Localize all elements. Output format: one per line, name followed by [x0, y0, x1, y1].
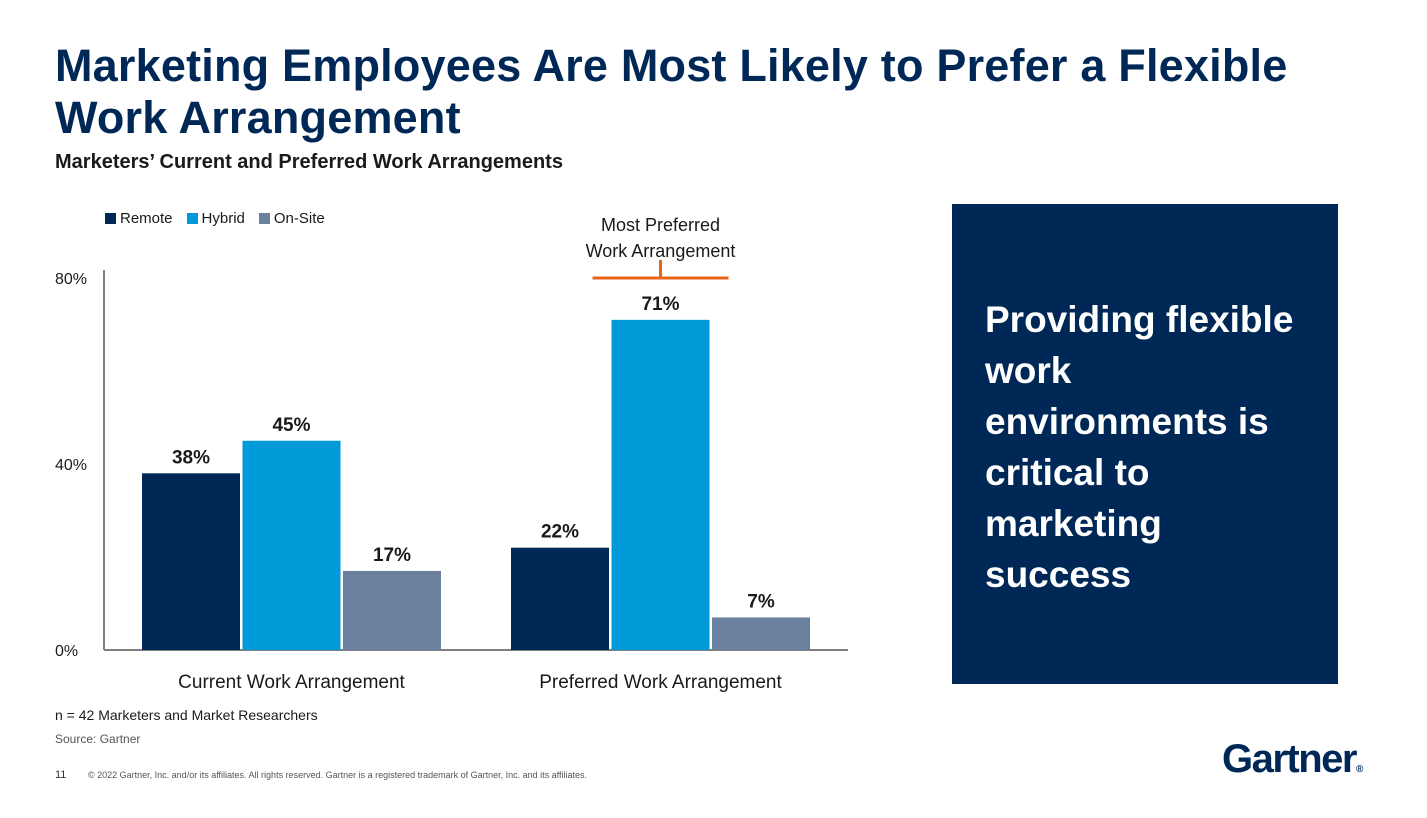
legend-swatch-hybrid: [186, 213, 198, 224]
legend-item-hybrid: Hybrid: [186, 210, 245, 227]
copyright-notice: © 2022 Gartner, Inc. and/or its affiliat…: [88, 770, 588, 780]
callout-text: Providing flexible work environments is …: [985, 299, 1294, 595]
chart-subtitle: Marketers’ Current and Preferred Work Ar…: [55, 151, 563, 173]
bar-chart: 0% 40% 80% 38% 45% 17% Current Work Arrangemen…: [55, 215, 848, 693]
bar-hybrid-preferred: [611, 319, 710, 650]
legend-swatch-onsite: [258, 213, 270, 224]
y-tick-label: 0%: [55, 643, 78, 660]
data-label: 7%: [747, 591, 775, 612]
legend-item-remote: Remote: [105, 210, 173, 227]
gartner-logo: Gartner®: [1222, 737, 1363, 782]
x-category-label: Preferred Work Arrangement: [539, 672, 782, 693]
data-label: 38%: [172, 447, 210, 468]
chart-legend: Remote Hybrid On-Site: [105, 210, 325, 227]
bar-onsite-current: [343, 570, 441, 650]
x-category-label: Current Work Arrangement: [178, 672, 405, 693]
data-label: 22%: [541, 522, 579, 543]
legend-swatch-remote: [105, 213, 116, 224]
page-number: 11: [55, 769, 67, 781]
bar-hybrid-current: [242, 440, 341, 650]
y-tick-label: 80%: [55, 271, 87, 288]
data-label: 17%: [373, 545, 411, 566]
bar-remote-preferred: [511, 547, 609, 650]
bar-onsite-preferred: [712, 617, 810, 650]
data-label: 71%: [641, 294, 679, 315]
source-note: Source: Gartner: [55, 732, 141, 746]
callout-box: Providing flexible work environments is …: [952, 204, 1338, 684]
annotation-text-line2: Work Arrangement: [586, 241, 736, 261]
annotation-text-line1: Most Preferred: [601, 215, 720, 235]
legend-item-onsite: On-Site: [258, 210, 325, 227]
data-label: 45%: [272, 415, 310, 436]
y-tick-label: 40%: [55, 457, 87, 474]
sample-size-note: n = 42 Marketers and Market Researchers: [55, 707, 318, 723]
legend-label-hybrid: Hybrid: [201, 210, 245, 227]
bar-remote-current: [142, 473, 240, 650]
slide-title: Marketing Employees Are Most Likely to P…: [55, 40, 1288, 143]
legend-label-onsite: On-Site: [273, 210, 325, 227]
logo-registered-mark: ®: [1356, 764, 1364, 775]
legend-label-remote: Remote: [120, 210, 173, 227]
logo-text: Gartner: [1222, 737, 1358, 781]
